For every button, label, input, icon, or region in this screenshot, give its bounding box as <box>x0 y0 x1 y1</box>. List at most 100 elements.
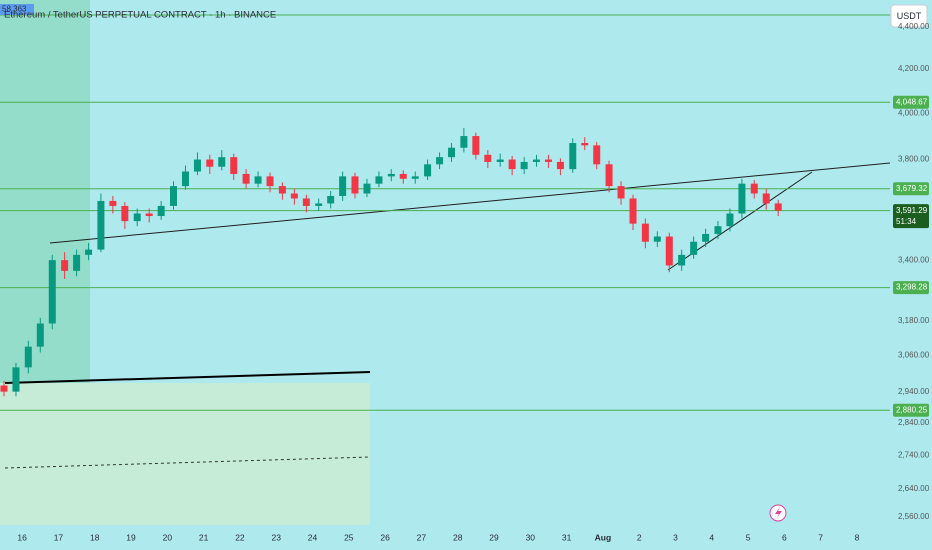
y-tick-label: 2,840.00 <box>898 418 930 427</box>
candle-body <box>629 198 637 224</box>
candle-body <box>738 183 746 214</box>
candle-body <box>375 176 383 184</box>
candle-body <box>617 186 625 199</box>
badge-box <box>0 4 34 15</box>
candle-body <box>508 159 516 170</box>
price-label-box <box>893 204 929 229</box>
candle-body <box>278 186 286 194</box>
x-tick-label: 8 <box>855 532 860 542</box>
price-label: 3,679.32 <box>896 184 928 193</box>
candle-body <box>193 159 201 172</box>
candle-body <box>327 195 335 204</box>
x-tick-label: 2 <box>637 532 642 542</box>
x-tick-label: 22 <box>235 532 245 542</box>
price-label-box <box>893 403 929 417</box>
price-label: 2,880.25 <box>896 405 928 414</box>
candle-body <box>714 226 722 234</box>
candle-body <box>750 183 758 194</box>
candle-body <box>569 143 577 170</box>
trend-line <box>4 371 371 384</box>
x-tick-label: 26 <box>380 532 390 542</box>
candle-body <box>48 260 56 324</box>
candle-body <box>242 173 250 184</box>
x-tick-label: 23 <box>271 532 281 542</box>
y-tick-label: 2,640.00 <box>898 484 930 493</box>
x-tick-label: 27 <box>417 532 427 542</box>
candle-body <box>339 176 347 196</box>
candle-body <box>121 205 129 222</box>
y-tick-label: 4,000.00 <box>898 108 930 117</box>
candle-body <box>133 213 141 222</box>
candle-body <box>363 183 371 194</box>
currency[interactable]: USDT <box>897 11 922 21</box>
candle-body <box>702 233 710 242</box>
candle-body <box>581 143 589 146</box>
x-tick-label: 19 <box>126 532 136 542</box>
candle-body <box>448 147 456 158</box>
x-tick-label: 16 <box>17 532 27 542</box>
y-tick-label: 3,060.00 <box>898 351 930 360</box>
candle-body <box>36 323 44 347</box>
candle-body <box>302 198 310 206</box>
currency-button[interactable] <box>890 4 928 28</box>
candle-body <box>109 200 117 206</box>
x-tick-label: 5 <box>746 532 751 542</box>
candle-body <box>605 164 613 187</box>
chart-title: Ethereum / TetherUS PERPETUAL CONTRACT ·… <box>4 10 276 21</box>
candle-body <box>665 236 673 266</box>
y-tick-label: 2,560.00 <box>898 512 930 521</box>
candle-body <box>315 203 323 206</box>
candle-body <box>254 176 262 184</box>
x-tick-label: 25 <box>344 532 354 542</box>
zone-box <box>0 383 370 525</box>
price-label: 3,591.29 <box>896 206 928 215</box>
x-tick-label: 7 <box>818 532 823 542</box>
candle-body <box>206 159 214 167</box>
candle-body <box>12 367 20 392</box>
trend-line <box>49 162 891 244</box>
candle-body <box>653 236 661 242</box>
candle-body <box>218 157 226 167</box>
candle-body <box>24 346 32 368</box>
x-tick-label: 24 <box>308 532 318 542</box>
candle-body <box>145 213 153 217</box>
candle-body <box>532 159 540 162</box>
candle-body <box>61 260 69 271</box>
candle-body <box>520 161 528 170</box>
candle-body <box>544 159 552 162</box>
trend-line <box>4 456 371 469</box>
candle-body <box>424 164 432 177</box>
y-tick-label: 4,400.00 <box>898 22 930 31</box>
candle-body <box>0 385 8 392</box>
candle-body <box>266 176 274 187</box>
x-tick-label: Aug <box>595 532 612 542</box>
x-tick-label: 29 <box>489 532 499 542</box>
x-tick-label: 30 <box>526 532 536 542</box>
candle-body <box>387 173 395 177</box>
candle-body <box>436 157 444 165</box>
x-tick-label: 6 <box>782 532 787 542</box>
y-tick-label: 3,800.00 <box>898 155 930 164</box>
x-tick-label: 28 <box>453 532 463 542</box>
x-tick-label: 20 <box>163 532 173 542</box>
price-label-box <box>893 182 929 196</box>
candle-body <box>157 205 165 217</box>
x-tick-label: 18 <box>90 532 100 542</box>
candle-body <box>641 223 649 242</box>
candle-body <box>484 154 492 162</box>
candle-body <box>678 254 686 266</box>
candle-body <box>169 186 177 206</box>
price-label: 3,298.28 <box>896 283 928 292</box>
x-tick-label: 17 <box>54 532 64 542</box>
event-icon-bolt <box>775 507 782 519</box>
x-tick-label: 31 <box>562 532 572 542</box>
candle-body <box>411 176 419 179</box>
candle-body <box>690 241 698 255</box>
y-tick-label: 3,400.00 <box>898 255 930 264</box>
candle-body <box>593 145 601 165</box>
y-tick-label: 3,180.00 <box>898 316 930 325</box>
candle-body <box>556 161 564 170</box>
candle-body <box>351 176 359 194</box>
candle-body <box>85 249 93 255</box>
